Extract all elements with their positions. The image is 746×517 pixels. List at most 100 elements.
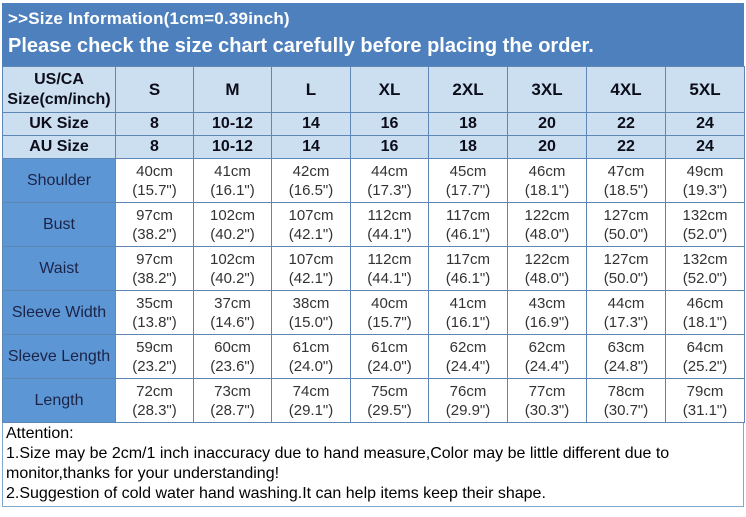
measurement-value-cell: 40cm (15.7"): [350, 290, 429, 335]
measurement-row-label: Shoulder: [2, 158, 116, 203]
size-value-cell: 22: [586, 135, 666, 159]
measurement-value-cell: 61cm (24.0"): [350, 334, 429, 379]
size-value-cell: 20: [507, 135, 587, 159]
measurement-value-cell: 37cm (14.6"): [193, 290, 272, 335]
measurement-row-label: Waist: [2, 246, 116, 291]
attention-title: Attention:: [6, 425, 74, 442]
measurement-value-cell: 44cm (17.3"): [350, 158, 429, 203]
measurement-value-cell: 127cm (50.0"): [586, 202, 666, 247]
size-row: UK Size 8 10-12 14 16 18 20 22 24: [2, 112, 745, 136]
size-value-cell: 20: [507, 112, 587, 136]
measurement-value-cell: 77cm (30.3"): [507, 378, 587, 423]
size-table: US/CA Size(cm/inch) S M L XL 2XL 3XL 4XL 5XL UK…: [2, 66, 745, 423]
size-value-cell: 16: [350, 112, 429, 136]
measurement-value-cell: 40cm (15.7"): [115, 158, 194, 203]
measurement-row-label: Bust: [2, 202, 116, 247]
measurement-value-cell: 74cm (29.1"): [271, 378, 351, 423]
banner-title: >>Size Information(1cm=0.39inch): [8, 9, 290, 28]
size-value-cell: 14: [271, 112, 351, 136]
measurement-value-cell: 102cm (40.2"): [193, 246, 272, 291]
measurement-value-cell: 97cm (38.2"): [115, 246, 194, 291]
size-row-label: AU Size: [2, 135, 116, 159]
measurement-value-cell: 127cm (50.0"): [586, 246, 666, 291]
measurement-value-cell: 76cm (29.9"): [428, 378, 508, 423]
measurement-row: Waist 97cm (38.2") 102cm (40.2") 107cm (42.…: [2, 246, 745, 291]
size-value-cell: 10-12: [193, 112, 272, 136]
measurement-value-cell: 59cm (23.2"): [115, 334, 194, 379]
measurement-value-cell: 41cm (16.1"): [193, 158, 272, 203]
measurement-value-cell: 45cm (17.7"): [428, 158, 508, 203]
size-header-row: US/CA Size(cm/inch) S M L XL 2XL 3XL 4XL 5XL: [2, 66, 745, 113]
measurement-value-cell: 42cm (16.5"): [271, 158, 351, 203]
measurement-value-cell: 122cm (48.0"): [507, 246, 587, 291]
size-info-banner: >>Size Information(1cm=0.39inch) Please …: [2, 3, 744, 66]
measurement-row: Shoulder 40cm (15.7") 41cm (16.1") 42cm (16…: [2, 158, 745, 203]
measurement-value-cell: 46cm (18.1"): [507, 158, 587, 203]
size-column-header: 3XL: [507, 66, 587, 113]
measurement-value-cell: 107cm (42.1"): [271, 246, 351, 291]
measurement-row-label: Length: [2, 378, 116, 423]
measurement-value-cell: 78cm (30.7"): [586, 378, 666, 423]
size-value-cell: 8: [115, 135, 194, 159]
measurement-value-cell: 49cm (19.3"): [665, 158, 745, 203]
size-column-header: 5XL: [665, 66, 745, 113]
size-value-cell: 18: [428, 135, 508, 159]
size-value-cell: 22: [586, 112, 666, 136]
measurement-value-cell: 132cm (52.0"): [665, 202, 745, 247]
measurement-value-cell: 44cm (17.3"): [586, 290, 666, 335]
size-value-cell: 18: [428, 112, 508, 136]
measurement-value-cell: 41cm (16.1"): [428, 290, 508, 335]
measurement-row: Length 72cm (28.3") 73cm (28.7") 74cm (29.1…: [2, 378, 745, 423]
measurement-value-cell: 62cm (24.4"): [428, 334, 508, 379]
measurement-value-cell: 60cm (23.6"): [193, 334, 272, 379]
size-value-cell: 10-12: [193, 135, 272, 159]
size-row: AU Size 8 10-12 14 16 18 20 22 24: [2, 135, 745, 159]
size-value-cell: 16: [350, 135, 429, 159]
measurement-value-cell: 102cm (40.2"): [193, 202, 272, 247]
measurement-value-cell: 117cm (46.1"): [428, 246, 508, 291]
size-column-header: 4XL: [586, 66, 666, 113]
measurement-value-cell: 43cm (16.9"): [507, 290, 587, 335]
measurement-value-cell: 73cm (28.7"): [193, 378, 272, 423]
banner-subtitle: Please check the size chart carefully be…: [8, 35, 594, 57]
measurement-row-label: Sleeve Length: [2, 334, 116, 379]
measurement-value-cell: 35cm (13.8"): [115, 290, 194, 335]
attention-section: Attention: 1.Size may be 2cm/1 inch inac…: [2, 423, 744, 507]
size-table-body: UK Size 8 10-12 14 16 18 20 22 24 AU Size 8 10-12 14…: [2, 112, 745, 423]
size-column-header: M: [193, 66, 272, 113]
size-value-cell: 14: [271, 135, 351, 159]
size-column-header: S: [115, 66, 194, 113]
measurement-value-cell: 132cm (52.0"): [665, 246, 745, 291]
size-value-cell: 24: [665, 112, 745, 136]
size-row-label: UK Size: [2, 112, 116, 136]
measurement-row: Sleeve Length 59cm (23.2") 60cm (23.6") 61c…: [2, 334, 745, 379]
measurement-value-cell: 38cm (15.0"): [271, 290, 351, 335]
measurement-value-cell: 75cm (29.5"): [350, 378, 429, 423]
corner-header-line2: Size(cm/inch): [7, 90, 111, 108]
measurement-row-label: Sleeve Width: [2, 290, 116, 335]
size-value-cell: 8: [115, 112, 194, 136]
measurement-value-cell: 62cm (24.4"): [507, 334, 587, 379]
size-column-header: XL: [350, 66, 429, 113]
measurement-row: Bust 97cm (38.2") 102cm (40.2") 107cm (42.1…: [2, 202, 745, 247]
measurement-row: Sleeve Width 35cm (13.8") 37cm (14.6") 38cm…: [2, 290, 745, 335]
measurement-value-cell: 79cm (31.1"): [665, 378, 745, 423]
measurement-value-cell: 117cm (46.1"): [428, 202, 508, 247]
attention-note-2: 2.Suggestion of cold water hand washing.…: [6, 485, 546, 502]
measurement-value-cell: 46cm (18.1"): [665, 290, 745, 335]
measurement-value-cell: 63cm (24.8"): [586, 334, 666, 379]
measurement-value-cell: 97cm (38.2"): [115, 202, 194, 247]
measurement-value-cell: 72cm (28.3"): [115, 378, 194, 423]
size-value-cell: 24: [665, 135, 745, 159]
corner-header-line1: US/CA: [34, 70, 84, 88]
attention-note-1: 1.Size may be 2cm/1 inch inaccuracy due …: [6, 445, 670, 482]
measurement-value-cell: 61cm (24.0"): [271, 334, 351, 379]
corner-header: US/CA Size(cm/inch): [2, 66, 116, 113]
measurement-value-cell: 122cm (48.0"): [507, 202, 587, 247]
measurement-value-cell: 107cm (42.1"): [271, 202, 351, 247]
measurement-value-cell: 64cm (25.2"): [665, 334, 745, 379]
measurement-value-cell: 47cm (18.5"): [586, 158, 666, 203]
measurement-value-cell: 112cm (44.1"): [350, 202, 429, 247]
measurement-value-cell: 112cm (44.1"): [350, 246, 429, 291]
